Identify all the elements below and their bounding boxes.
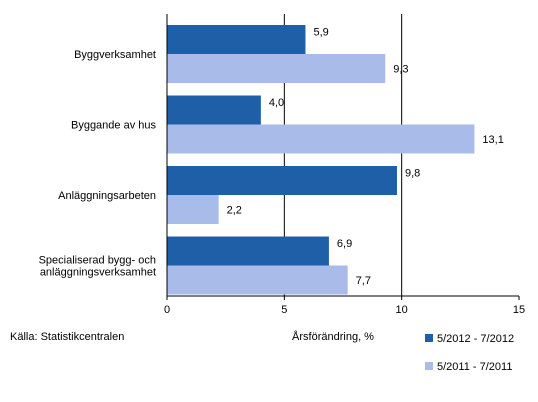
bar — [167, 236, 329, 266]
bar — [167, 95, 261, 125]
bar — [167, 265, 348, 295]
tick-label: 5 — [281, 304, 287, 316]
bars — [167, 25, 475, 295]
data-label: 9,3 — [393, 64, 408, 76]
tick-label: 0 — [164, 304, 170, 316]
tick-label: 15 — [513, 304, 525, 316]
bar — [167, 195, 219, 224]
category-label: Byggande av hus — [71, 120, 157, 132]
legend-swatch — [425, 334, 433, 342]
category-label: anläggningsverksamhet — [40, 267, 156, 279]
bar — [167, 54, 386, 83]
source-note: Källa: Statistikcentralen — [10, 331, 124, 343]
data-label: 9,8 — [405, 168, 420, 180]
x-axis-title: Årsförändring, % — [292, 330, 374, 343]
category-label: Byggverksamhet — [74, 49, 156, 61]
category-labels: Byggverksamhet Byggande av hus Anläggnings… — [39, 49, 157, 279]
legend-label: 5/2012 - 7/2012 — [437, 333, 514, 345]
x-axis: 0 5 10 15 — [164, 14, 525, 316]
tick-label: 10 — [396, 304, 408, 316]
data-label: 13,1 — [482, 134, 503, 146]
category-label: Anläggningsarbeten — [58, 190, 156, 202]
data-label: 7,7 — [356, 275, 371, 287]
data-label: 2,2 — [227, 205, 242, 217]
bar — [167, 166, 397, 195]
value-labels: 5,9 9,3 4,0 13,1 9,8 2,2 6,9 7,7 — [227, 27, 504, 288]
category-label: Specialiserad bygg- och — [39, 255, 156, 267]
data-label: 4,0 — [269, 97, 284, 109]
legend-label: 5/2011 - 7/2011 — [437, 361, 512, 373]
data-label: 5,9 — [313, 27, 328, 39]
legend-swatch — [425, 362, 433, 370]
bar — [167, 25, 306, 54]
data-label: 6,9 — [337, 238, 352, 250]
bar — [167, 124, 475, 154]
legend: 5/2012 - 7/2012 5/2011 - 7/2011 — [425, 333, 514, 373]
